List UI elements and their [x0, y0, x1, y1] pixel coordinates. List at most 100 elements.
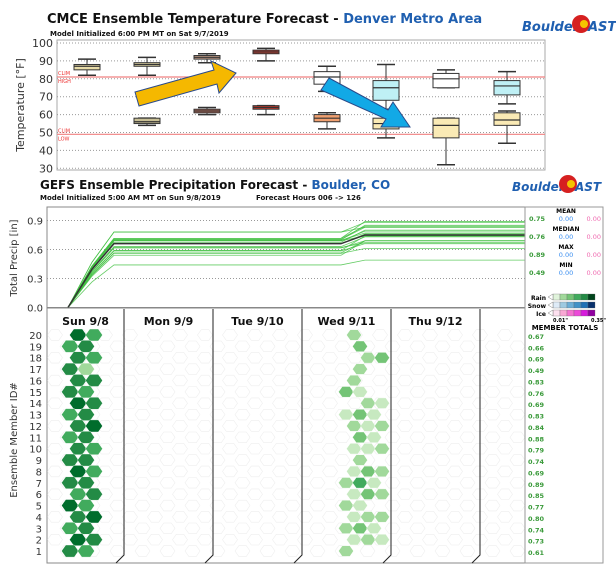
member-total: 0.69: [528, 469, 545, 477]
legend-swatch: [573, 293, 582, 301]
member-id: 2: [36, 536, 42, 547]
hex-cell: [447, 465, 463, 478]
hex-cell: [172, 488, 188, 500]
member-total: 0.88: [528, 435, 545, 443]
hex-cell: [434, 499, 451, 512]
precip-plot-area: [46, 206, 526, 308]
hex-cell: [497, 374, 513, 387]
hex-cell: [134, 386, 151, 398]
member-total: 0.76: [528, 390, 545, 398]
wed-precip-hex: [338, 545, 354, 557]
hex-cell: [322, 352, 338, 364]
hex-cell: [259, 522, 276, 534]
member-precip-line: [67, 235, 525, 308]
stat-label-max: MAX: [558, 244, 574, 251]
hex-cell: [184, 386, 201, 398]
hex-cell: [459, 545, 476, 557]
sun-precip-hex: [85, 328, 103, 342]
hex-cell: [509, 499, 526, 512]
legend-swatch: [552, 301, 561, 309]
stat-snow-median: 0.00: [559, 233, 573, 241]
hex-cell: [222, 397, 238, 409]
hex-cell: [447, 534, 463, 546]
day-divider: [293, 309, 303, 564]
hex-cell: [159, 363, 176, 375]
member-total: 0.80: [528, 515, 545, 523]
hex-cell: [422, 397, 438, 409]
hex-cell: [497, 397, 513, 409]
hex-cell: [272, 374, 288, 387]
day-label: Mon 9/9: [144, 315, 194, 328]
hex-cell: [209, 386, 226, 398]
hex-cell: [434, 522, 451, 534]
temp-ytick: 90: [39, 55, 53, 68]
high-box-box: [73, 63, 101, 71]
member-total: 0.77: [528, 504, 544, 512]
wed-precip-hex: [338, 409, 354, 421]
hex-cell: [484, 545, 501, 557]
hex-cell: [409, 499, 426, 512]
hex-cell: [509, 386, 526, 398]
hex-cell: [247, 511, 263, 523]
hex-cell: [247, 534, 263, 546]
legend-swatch: [566, 293, 575, 301]
hex-cell: [47, 511, 63, 523]
hex-cell: [172, 329, 188, 341]
hex-cell: [384, 340, 401, 352]
hex-cell: [384, 545, 401, 557]
legend-swatch: [559, 293, 568, 301]
hex-cell: [109, 477, 126, 489]
hex-cell: [122, 420, 138, 432]
wed-precip-hex: [374, 511, 390, 523]
hex-cell: [422, 511, 438, 523]
hex-cell: [434, 431, 451, 443]
hex-cell: [222, 374, 238, 387]
hex-cell: [397, 352, 413, 364]
wed-precip-hex: [338, 500, 354, 512]
high-box-box: [372, 80, 400, 101]
temp-ytick: 40: [39, 144, 53, 157]
hex-cell: [247, 374, 263, 387]
hex-cell: [422, 352, 438, 364]
hex-cell: [247, 397, 263, 409]
temp-ytick: 80: [39, 73, 53, 86]
svg-text:Boulder: Boulder: [512, 180, 566, 194]
member-total: 0.74: [528, 458, 545, 466]
hex-cell: [309, 340, 326, 352]
hex-cell: [259, 454, 276, 466]
member-heatmap: Sun 9/8 Mon 9/9 Tue 9/10 Wed 9/11 Thu 9/1220…: [29, 307, 526, 564]
hex-cell: [297, 420, 313, 432]
day-label: Wed 9/11: [318, 315, 376, 328]
hex-cell: [209, 545, 226, 557]
wed-precip-hex: [374, 443, 390, 455]
hex-cell: [309, 386, 326, 398]
hex-cell: [197, 534, 213, 546]
hex-cell: [472, 534, 488, 546]
hex-cell: [309, 363, 326, 375]
hex-cell: [184, 409, 201, 421]
member-total: 0.74: [528, 526, 545, 534]
hex-cell: [234, 363, 251, 375]
wed-precip-hex: [360, 465, 376, 477]
member-id: 12: [29, 422, 42, 433]
day-divider: [115, 309, 125, 564]
hex-cell: [209, 522, 226, 534]
hex-cell: [409, 409, 426, 421]
high-box-box: [493, 80, 521, 96]
hex-cell: [109, 363, 126, 375]
temp-ytick: 50: [39, 127, 53, 140]
hex-cell: [497, 488, 513, 500]
wed-precip-hex: [366, 431, 382, 443]
hex-cell: [359, 545, 376, 557]
hex-cell: [284, 431, 301, 443]
stat-ice-mean: 0.00: [587, 215, 601, 223]
legend-swatch: [559, 301, 568, 309]
hex-cell: [459, 522, 476, 534]
hex-cell: [384, 363, 401, 375]
warming-arrow-icon: [134, 60, 237, 107]
member-total: 0.89: [528, 481, 545, 489]
mean-precip-line: [67, 234, 525, 308]
hex-cell: [409, 431, 426, 443]
hex-cell: [447, 397, 463, 409]
hex-cell: [159, 386, 176, 398]
